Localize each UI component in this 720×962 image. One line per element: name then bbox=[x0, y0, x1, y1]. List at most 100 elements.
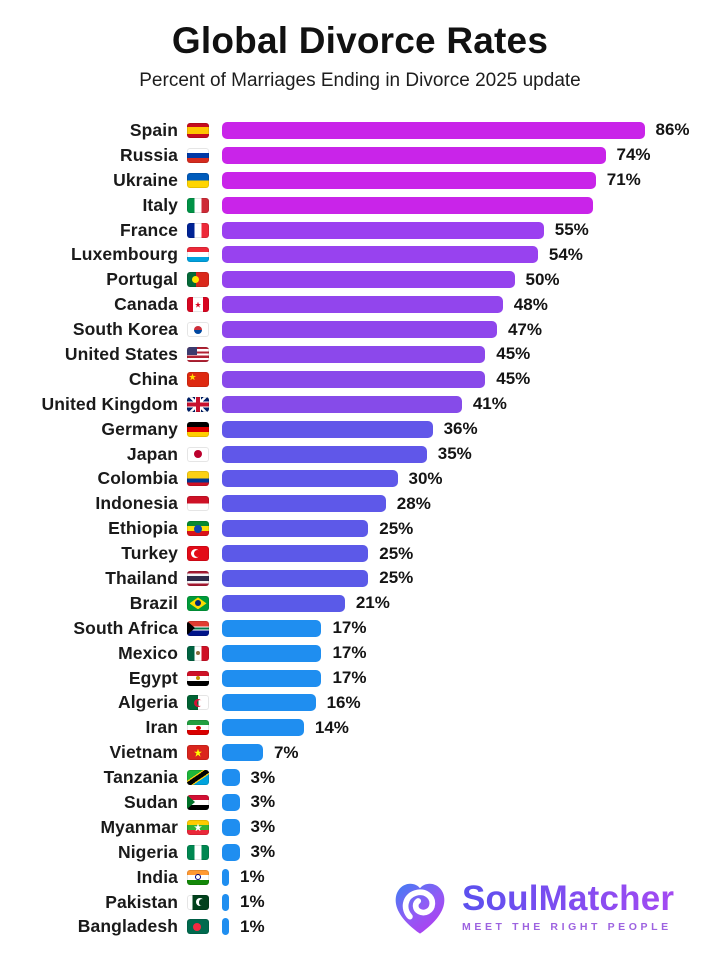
value-label: 55% bbox=[554, 220, 589, 239]
chart-row: Sudan 3% bbox=[0, 790, 720, 815]
chart-row: Thailand 25% bbox=[0, 566, 720, 591]
value-label: 17% bbox=[332, 643, 367, 663]
italy-flag-icon bbox=[187, 197, 209, 213]
sudan-flag-icon bbox=[187, 794, 209, 810]
chart-row: France 55% bbox=[0, 218, 720, 243]
south-africa-flag-icon bbox=[187, 620, 209, 636]
country-label: Sudan bbox=[124, 791, 178, 812]
value-label: 14% bbox=[314, 717, 349, 737]
value-label: 1% bbox=[240, 916, 265, 936]
chart-row: Nigeria 3% bbox=[0, 840, 720, 865]
brand-tagline: MEET THE RIGHT PEOPLE bbox=[462, 921, 672, 933]
nigeria-flag-icon bbox=[187, 844, 209, 860]
page-title: Global Divorce Rates bbox=[171, 20, 549, 61]
country-label: Turkey bbox=[121, 543, 178, 564]
country-label: Iran bbox=[145, 717, 178, 738]
country-label: Indonesia bbox=[95, 493, 178, 514]
country-label: Colombia bbox=[97, 468, 178, 489]
divorce-rate-bar bbox=[222, 271, 515, 289]
heart-logo-icon bbox=[395, 883, 445, 934]
india-flag-icon bbox=[187, 869, 209, 885]
russia-flag-icon bbox=[187, 147, 209, 163]
chart-row: China 45% bbox=[0, 367, 720, 392]
divorce-rate-bar bbox=[222, 121, 645, 139]
value-label: 35% bbox=[437, 444, 472, 464]
chart-row: Portugal 50% bbox=[0, 267, 720, 292]
value-label: 1% bbox=[240, 892, 265, 912]
portugal-flag-icon bbox=[187, 272, 209, 288]
value-label: 45% bbox=[496, 369, 531, 389]
country-label: Pakistan bbox=[105, 891, 178, 912]
divorce-rate-bar bbox=[222, 395, 462, 413]
divorce-rate-bar bbox=[222, 345, 486, 363]
united-kingdom-flag-icon bbox=[187, 396, 209, 412]
brand-text-block: SoulMatcher MEET THE RIGHT PEOPLE bbox=[462, 881, 674, 933]
divorce-rate-bar bbox=[222, 221, 544, 239]
brazil-flag-icon bbox=[187, 595, 209, 611]
chart-row: Indonesia 28% bbox=[0, 491, 720, 516]
country-label: Ethiopia bbox=[108, 518, 178, 539]
chart-row: South Africa 17% bbox=[0, 616, 720, 641]
chart-row: United Kingdom 41% bbox=[0, 392, 720, 417]
value-label: 3% bbox=[250, 817, 276, 837]
country-label: Russia bbox=[120, 144, 178, 165]
chart-row: Colombia 30% bbox=[0, 466, 720, 491]
chart-row: Egypt 17% bbox=[0, 666, 720, 691]
south-korea-flag-icon bbox=[187, 322, 209, 338]
country-label: India bbox=[136, 866, 178, 887]
thailand-flag-icon bbox=[187, 570, 209, 586]
divorce-rate-bar bbox=[222, 694, 316, 712]
chart-row: Luxembourg 54% bbox=[0, 242, 720, 267]
country-label: Nigeria bbox=[117, 841, 178, 862]
divorce-rate-bar bbox=[222, 321, 497, 339]
myanmar-flag-icon bbox=[187, 819, 209, 835]
chart-row: Iran 14% bbox=[0, 715, 720, 740]
country-label: Vietnam bbox=[109, 742, 178, 763]
country-label: South Korea bbox=[72, 319, 178, 340]
tanzania-flag-icon bbox=[187, 770, 209, 786]
divorce-rate-bar bbox=[222, 370, 486, 388]
country-label: Japan bbox=[126, 443, 178, 464]
country-label: Tanzania bbox=[103, 767, 178, 788]
country-label: South Africa bbox=[73, 617, 178, 638]
colombia-flag-icon bbox=[187, 471, 209, 487]
chart-row: Ukraine 71% bbox=[0, 168, 720, 193]
country-label: Germany bbox=[101, 418, 178, 439]
country-label: Luxembourg bbox=[71, 244, 178, 265]
value-label: 86% bbox=[655, 120, 690, 140]
value-label: 41% bbox=[472, 394, 507, 414]
value-label: 50% bbox=[525, 269, 560, 289]
value-label: 30% bbox=[408, 468, 443, 488]
country-label: Portugal bbox=[106, 269, 178, 290]
chart-row: Italy bbox=[0, 193, 720, 218]
divorce-rate-bar bbox=[222, 719, 304, 737]
divorce-rate-bar bbox=[222, 893, 229, 911]
chart-row: Vietnam 7% bbox=[0, 740, 720, 765]
france-flag-icon bbox=[187, 222, 209, 238]
value-label: 16% bbox=[326, 692, 361, 712]
pakistan-flag-icon bbox=[187, 894, 209, 910]
japan-flag-icon bbox=[187, 446, 209, 462]
country-label: Myanmar bbox=[100, 816, 178, 837]
country-label: Algeria bbox=[117, 692, 178, 713]
value-label: 3% bbox=[250, 792, 276, 812]
canada-flag-icon bbox=[187, 297, 209, 313]
divorce-rate-bar bbox=[222, 868, 229, 886]
chart-row: Bangladesh 1% bbox=[0, 915, 720, 940]
divorce-rate-bar bbox=[222, 296, 503, 314]
country-label: Mexico bbox=[118, 642, 178, 663]
value-label: 36% bbox=[443, 419, 478, 439]
chart-row: Canada 48% bbox=[0, 292, 720, 317]
united-states-flag-icon bbox=[187, 346, 209, 362]
header: Global Divorce Rates Percent of Marriage… bbox=[0, 0, 720, 92]
country-label: United Kingdom bbox=[41, 393, 178, 414]
value-label: 54% bbox=[548, 244, 583, 264]
value-label: 17% bbox=[332, 618, 367, 638]
value-label: 71% bbox=[606, 170, 641, 190]
value-label: 1% bbox=[240, 867, 265, 887]
chart-row: Ethiopia 25% bbox=[0, 516, 720, 541]
chart-row: Japan 35% bbox=[0, 442, 720, 467]
divorce-rate-bar bbox=[222, 545, 369, 563]
divorce-rate-bar bbox=[222, 818, 240, 836]
divorce-rate-bar bbox=[222, 619, 322, 637]
